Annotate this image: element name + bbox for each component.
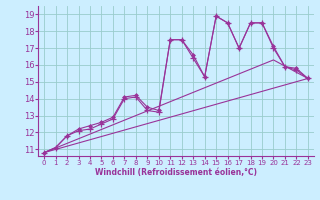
X-axis label: Windchill (Refroidissement éolien,°C): Windchill (Refroidissement éolien,°C) (95, 168, 257, 177)
